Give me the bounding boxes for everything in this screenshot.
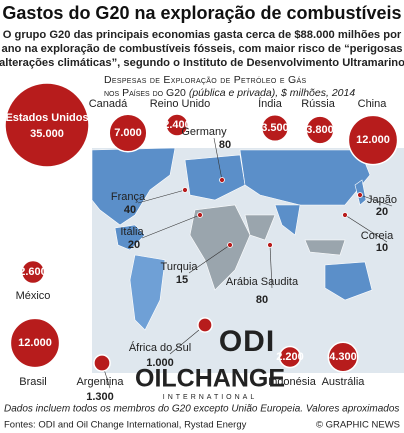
country-label: Estados Unidos bbox=[5, 112, 88, 124]
country-label: Brasil bbox=[19, 376, 47, 388]
country-label: China bbox=[358, 98, 388, 110]
value-label: 3.800 bbox=[306, 124, 334, 136]
bubble bbox=[278, 345, 302, 369]
map bbox=[91, 147, 373, 331]
pin bbox=[137, 189, 186, 204]
bubble bbox=[197, 317, 213, 333]
subtitle: ano na exploração de combustíveis fóssei… bbox=[1, 43, 402, 55]
pin bbox=[141, 214, 201, 239]
credit: © GRAPHIC NEWS bbox=[316, 420, 400, 431]
bubble bbox=[165, 113, 189, 137]
country-label: Germany bbox=[181, 126, 227, 138]
bubble bbox=[20, 259, 46, 285]
logo-odi: ODI bbox=[219, 325, 275, 358]
logo-oilchange-sub: INTERNATIONAL bbox=[163, 394, 258, 401]
country-label: Itália bbox=[120, 226, 144, 238]
country-label: Índia bbox=[258, 97, 283, 110]
bubble bbox=[342, 212, 348, 218]
value-label: 1.300 bbox=[86, 391, 114, 403]
value-label: 7.000 bbox=[114, 127, 142, 139]
bubble bbox=[357, 192, 363, 198]
pin bbox=[213, 137, 223, 181]
subtitle: O grupo G20 das principais economias gas… bbox=[3, 29, 402, 41]
value-label: 80 bbox=[256, 294, 268, 306]
value-label: 15 bbox=[176, 274, 188, 286]
country-label: Reino Unido bbox=[150, 98, 211, 110]
pin bbox=[359, 194, 393, 207]
value-label: 80 bbox=[219, 139, 231, 151]
box-title: nos Países do G20 bbox=[104, 87, 186, 99]
value-label: 20 bbox=[128, 239, 140, 251]
country-label: Argentina bbox=[76, 376, 124, 388]
bubble bbox=[347, 114, 399, 166]
value-label: 12.000 bbox=[18, 337, 52, 349]
country-label: Rússia bbox=[301, 98, 336, 110]
country-label: México bbox=[16, 290, 51, 302]
value-label: 10 bbox=[376, 242, 388, 254]
bubble bbox=[93, 354, 111, 372]
box-title: (pública e privada) bbox=[189, 87, 275, 99]
value-label: 2.600 bbox=[19, 266, 47, 278]
country-label: Arábia Saudita bbox=[226, 276, 299, 288]
bubble bbox=[4, 82, 90, 168]
value-label: 1.000 bbox=[146, 357, 174, 369]
bubble bbox=[327, 341, 359, 373]
subtitle: alterações climáticas”, segundo o Instit… bbox=[0, 57, 404, 69]
note: Dados incluem todos os membros do G20 ex… bbox=[4, 404, 399, 415]
value-label: 20 bbox=[376, 206, 388, 218]
country-label: França bbox=[111, 191, 146, 203]
logo-oilchange: OILCHANGE bbox=[135, 365, 285, 393]
country-label: África do Sul bbox=[129, 341, 191, 354]
box-title: , $ milhões, 2014 bbox=[275, 87, 355, 99]
bubble bbox=[182, 187, 188, 193]
value-label: 3.500 bbox=[261, 122, 289, 134]
pin bbox=[269, 244, 273, 289]
bubble bbox=[108, 113, 148, 153]
bubble bbox=[197, 212, 203, 218]
bubble bbox=[219, 177, 225, 183]
value-label: 2.200 bbox=[276, 351, 304, 363]
country-label: Canadá bbox=[89, 98, 128, 110]
value-label: 35.000 bbox=[30, 128, 64, 140]
value-label: 4.300 bbox=[329, 351, 357, 363]
country-label: Japão bbox=[367, 194, 397, 206]
value-label: 2.400 bbox=[163, 119, 191, 131]
pin bbox=[344, 214, 388, 243]
value-label: 12.000 bbox=[356, 134, 390, 146]
title: Gastos do G20 na exploração de combustív… bbox=[2, 3, 401, 23]
box-title: nos Países do G20 (pública e privada), $… bbox=[104, 87, 355, 99]
box bbox=[96, 72, 402, 99]
bubble bbox=[227, 242, 233, 248]
country-label: Indonésia bbox=[268, 376, 317, 388]
country-label: Coreia bbox=[361, 230, 394, 242]
bubble bbox=[305, 115, 335, 145]
country-label: Turquia bbox=[161, 261, 199, 273]
bubble bbox=[9, 317, 61, 369]
country-label: Austrália bbox=[322, 376, 366, 388]
box-title: Despesas de Exploração de Petróleo e Gás bbox=[104, 74, 306, 86]
value-label: 40 bbox=[124, 204, 136, 216]
pin bbox=[188, 244, 231, 274]
bubble bbox=[267, 242, 273, 248]
bubble bbox=[260, 113, 290, 143]
source: Fontes: ODI and Oil Change International… bbox=[4, 420, 247, 431]
